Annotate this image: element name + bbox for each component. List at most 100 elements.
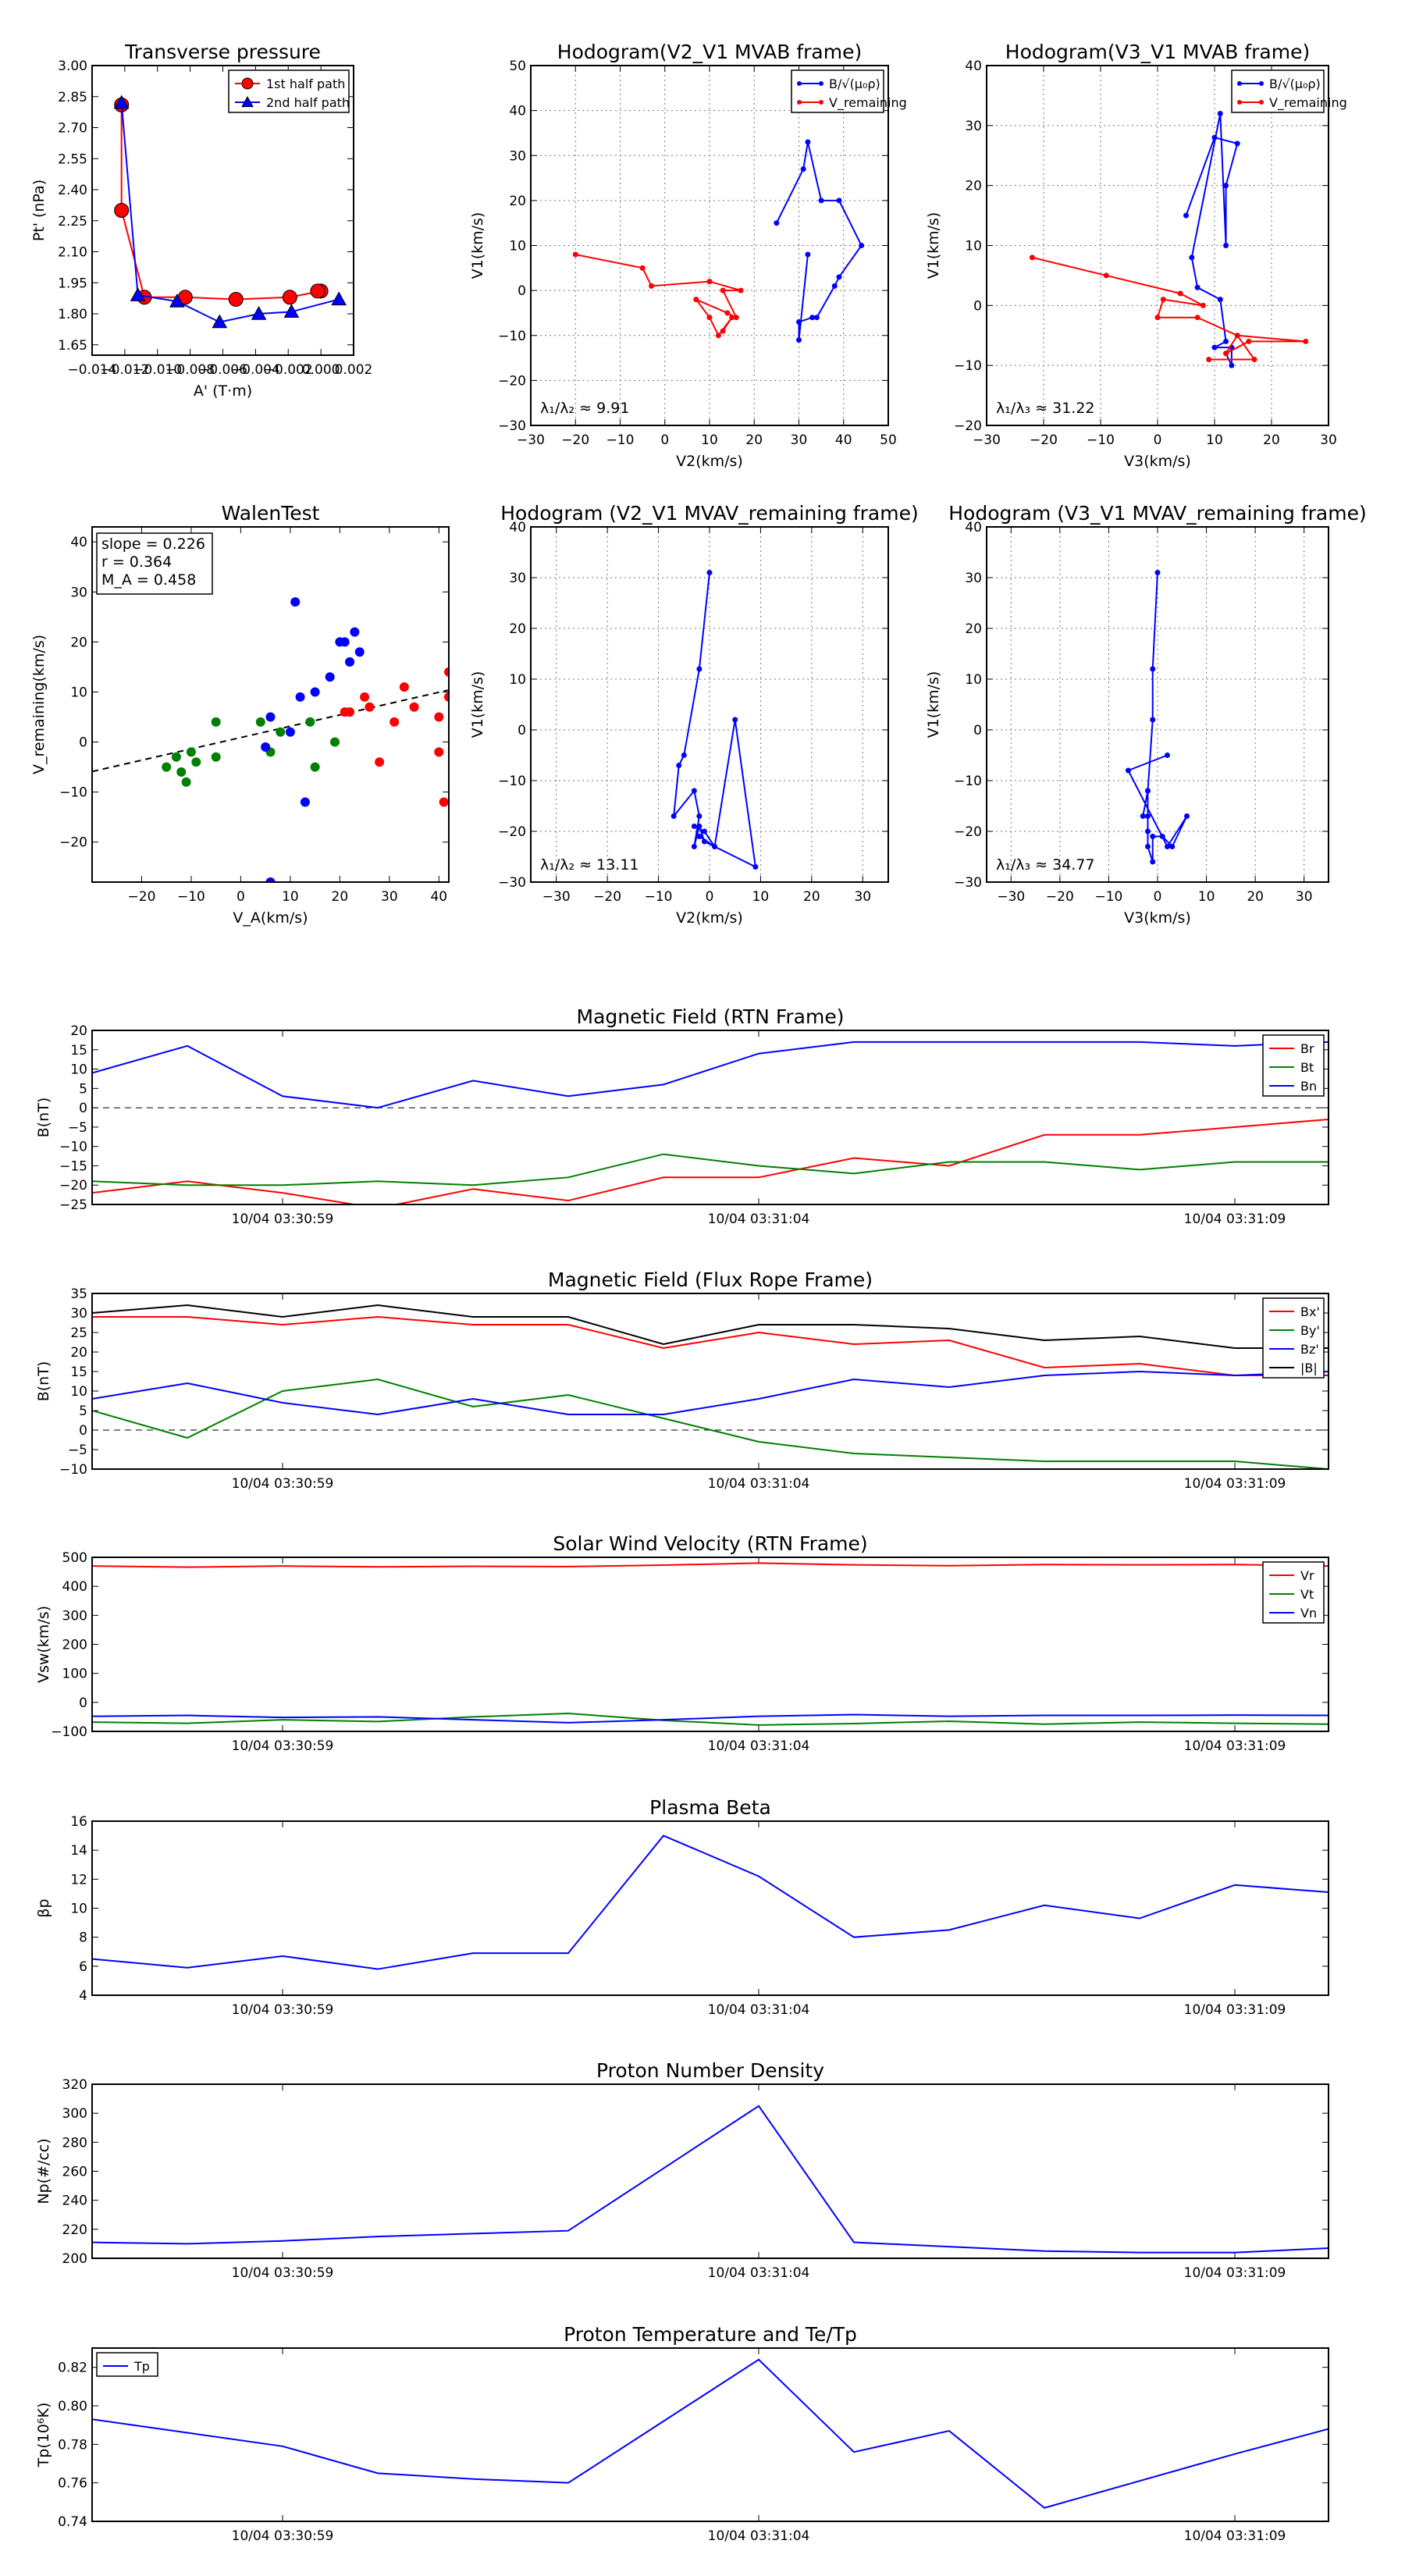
- data-point: [572, 251, 578, 258]
- y-tick-label: 15: [70, 1043, 87, 1059]
- legend-marker: [797, 100, 802, 105]
- data-point: [1150, 834, 1156, 839]
- y-tick-label: 1.65: [58, 338, 87, 354]
- data-point: [696, 824, 702, 829]
- y-tick-label: 16: [70, 1814, 87, 1830]
- legend-label: Bt: [1300, 1060, 1314, 1075]
- x-tick-label: 20: [332, 889, 349, 905]
- eigenvalue-ratio-annotation: λ₁/λ₃ ≈ 31.22: [996, 400, 1095, 417]
- y-tick-label: −10: [954, 358, 982, 374]
- y-tick-label: 2.55: [58, 151, 87, 167]
- data-point: [211, 752, 221, 762]
- plot-area: [92, 1304, 1329, 1469]
- legend-marker: [1237, 100, 1242, 105]
- data-point: [1200, 302, 1206, 308]
- chart-p5: Hodogram (V2_V1 MVAV_remaining frame) −30…: [469, 502, 919, 927]
- axes-frame: [91, 1557, 1329, 1732]
- data-point: [724, 310, 731, 316]
- data-point: [1150, 859, 1156, 865]
- chart-ts5: Proton Number Density 200 220 240 260 280 300 3…: [35, 2059, 1329, 2281]
- x-tick-label: 10/04 03:31:04: [708, 1212, 810, 1227]
- data-point: [1194, 284, 1200, 290]
- x-tick-label: 10/04 03:31:09: [1184, 1738, 1286, 1754]
- series-line-vt: [92, 1712, 1329, 1726]
- data-point: [1217, 297, 1223, 303]
- data-point: [1229, 362, 1235, 368]
- y-tick-label: 200: [62, 2251, 87, 2267]
- y-tick-label: 40: [965, 59, 982, 74]
- x-tick-label: −20: [128, 889, 156, 905]
- data-point: [1160, 297, 1166, 303]
- data-point: [354, 647, 365, 657]
- series-line-np: [92, 2105, 1329, 2254]
- y-tick-label: 40: [965, 520, 982, 535]
- series-line-b-: [1185, 113, 1239, 366]
- series-line-bx-: [92, 1315, 1329, 1376]
- data-point: [439, 797, 449, 807]
- axes-frame: [986, 65, 1329, 426]
- x-tick-label: 10/04 03:30:59: [232, 1212, 334, 1227]
- data-point: [649, 283, 655, 289]
- series-line-blue: [672, 572, 757, 869]
- y-tick-label: 1.95: [58, 276, 87, 291]
- y-tick-label: 0.78: [58, 2437, 87, 2453]
- data-point: [1103, 272, 1109, 279]
- plot-area: [670, 570, 759, 870]
- data-point: [409, 702, 419, 712]
- legend-label: 2nd half path: [266, 95, 350, 110]
- chart-title: WalenTest: [222, 502, 320, 525]
- x-tick-label: 10: [752, 889, 770, 905]
- x-tick-label: −20: [1030, 432, 1058, 448]
- x-tick-label: 0: [1154, 889, 1162, 905]
- data-point: [1144, 844, 1151, 849]
- y-tick-label: −10: [498, 329, 526, 344]
- plot-area: [92, 1041, 1329, 1204]
- data-point: [1234, 333, 1240, 339]
- x-tick-label: 0: [237, 889, 245, 905]
- data-point: [805, 251, 811, 258]
- x-tick-label: 0.000: [302, 362, 340, 378]
- y-tick-label: −20: [498, 373, 526, 389]
- data-point: [681, 753, 687, 758]
- x-tick-label: 10/04 03:31:04: [708, 1476, 810, 1492]
- legend-marker: [797, 81, 802, 86]
- y-tick-label: 30: [509, 148, 526, 164]
- data-point: [1189, 254, 1195, 261]
- x-tick-label: 30: [791, 432, 808, 448]
- y-tick-label: −20: [59, 835, 87, 851]
- data-point: [1125, 767, 1131, 774]
- y-tick-label: 0: [973, 298, 982, 314]
- data-point: [345, 707, 355, 717]
- legend-label: 1st half path: [266, 76, 345, 91]
- y-tick-label: 10: [70, 1902, 87, 1917]
- data-point: [330, 737, 340, 747]
- data-point: [1140, 813, 1146, 819]
- chart-ts4: Plasma Beta 4 6 8 10 12 14 16 10/04 03:30:59 10/0…: [35, 1796, 1329, 2018]
- y-tick-label: 300: [62, 2106, 87, 2122]
- data-point: [1159, 834, 1165, 839]
- y-tick-label: 30: [965, 571, 982, 586]
- data-point: [375, 757, 385, 767]
- x-tick-label: −0.002: [264, 362, 313, 378]
- data-point: [720, 287, 726, 294]
- y-tick-label: −10: [954, 774, 982, 789]
- legend-label: By': [1300, 1323, 1320, 1338]
- x-tick-label: 0: [1154, 432, 1162, 448]
- data-point: [350, 627, 360, 637]
- axes-frame: [91, 2083, 1329, 2259]
- y-axis-label: V1(km/s): [469, 212, 486, 279]
- y-tick-label: 10: [509, 672, 526, 688]
- y-tick-label: 4: [79, 1988, 87, 2004]
- data-point: [162, 762, 172, 772]
- y-tick-label: 0.80: [58, 2399, 87, 2414]
- axes-frame: [91, 526, 450, 883]
- y-tick-label: 400: [62, 1579, 87, 1595]
- y-tick-label: −20: [498, 824, 526, 840]
- x-axis-label: V2(km/s): [676, 453, 743, 470]
- data-point: [831, 283, 838, 289]
- chart-p6: Hodogram (V3_V1 MVAV_remaining frame) −30…: [925, 502, 1367, 927]
- y-tick-label: 8: [79, 1930, 87, 1946]
- data-point: [691, 844, 697, 849]
- stats-box: [96, 532, 213, 595]
- y-tick-label: 0: [973, 723, 982, 738]
